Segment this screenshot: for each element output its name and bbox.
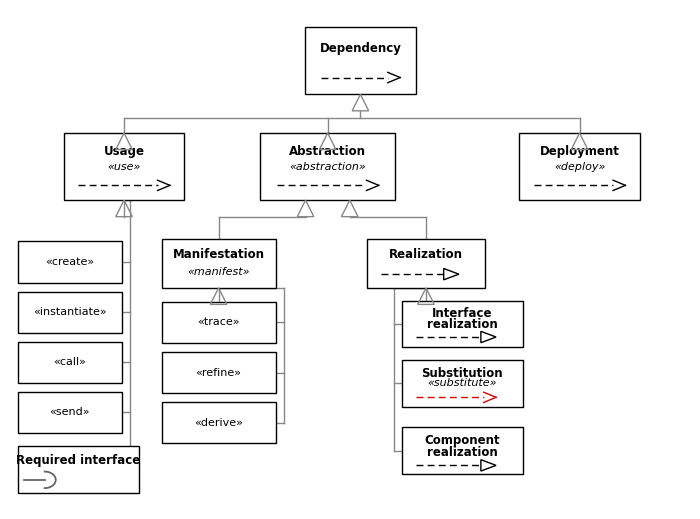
Text: «derive»: «derive» bbox=[194, 418, 243, 428]
Text: «refine»: «refine» bbox=[195, 367, 241, 377]
Text: realization: realization bbox=[427, 318, 498, 331]
Bar bbox=[18, 392, 122, 433]
Text: Substitution: Substitution bbox=[421, 366, 503, 380]
Text: Abstraction: Abstraction bbox=[289, 145, 366, 158]
Text: «deploy»: «deploy» bbox=[554, 161, 606, 172]
Bar bbox=[18, 241, 122, 283]
Bar bbox=[162, 402, 276, 443]
Text: «create»: «create» bbox=[46, 257, 94, 267]
Text: Deployment: Deployment bbox=[540, 145, 620, 158]
Bar bbox=[402, 301, 523, 347]
Text: «instantiate»: «instantiate» bbox=[33, 307, 106, 317]
Text: «send»: «send» bbox=[50, 407, 90, 417]
Text: Interface: Interface bbox=[432, 307, 493, 320]
Text: «call»: «call» bbox=[53, 357, 86, 367]
Text: Required interface: Required interface bbox=[16, 454, 141, 467]
Bar bbox=[162, 352, 276, 393]
Bar bbox=[402, 427, 523, 474]
Text: «use»: «use» bbox=[107, 161, 141, 172]
Bar bbox=[18, 446, 139, 493]
Bar bbox=[64, 133, 184, 200]
Bar bbox=[162, 302, 276, 343]
Text: «manifest»: «manifest» bbox=[188, 267, 250, 277]
Text: «abstraction»: «abstraction» bbox=[289, 161, 366, 172]
Bar bbox=[519, 133, 640, 200]
Bar bbox=[18, 342, 122, 383]
Bar bbox=[162, 239, 276, 288]
Bar bbox=[260, 133, 395, 200]
Text: Dependency: Dependency bbox=[319, 42, 401, 55]
Bar bbox=[402, 360, 523, 406]
Text: Realization: Realization bbox=[389, 248, 463, 261]
Text: realization: realization bbox=[427, 446, 498, 459]
Text: «substitute»: «substitute» bbox=[428, 378, 497, 388]
Text: Component: Component bbox=[424, 434, 500, 447]
Text: «trace»: «trace» bbox=[197, 318, 240, 327]
Bar bbox=[368, 239, 484, 288]
Bar bbox=[18, 292, 122, 333]
Bar bbox=[305, 27, 416, 94]
Text: Usage: Usage bbox=[104, 145, 145, 158]
Text: Manifestation: Manifestation bbox=[173, 248, 265, 261]
